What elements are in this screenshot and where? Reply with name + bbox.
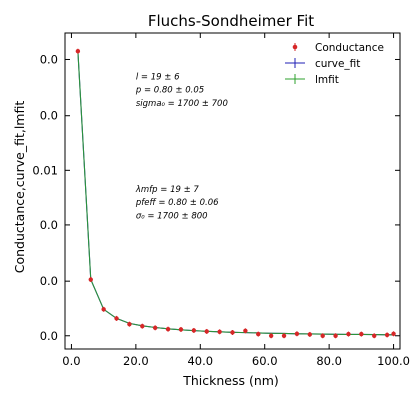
fit-annotation: p = 0.80 ± 0.05 <box>135 86 204 96</box>
annotations: l = 19 ± 6 p = 0.80 ± 0.05 sigma₀ = 1700 ±… <box>135 72 228 221</box>
data-point <box>127 321 132 327</box>
data-point <box>217 329 222 334</box>
x-tick-label: 20.0 <box>123 354 149 368</box>
data-point <box>281 333 287 338</box>
fit-annotation: sigma₀ = 1700 ± 700 <box>136 99 228 109</box>
plot-frame <box>64 32 401 350</box>
fit-annotation: σ₀ = 1700 ± 800 <box>136 211 208 221</box>
fit-annotation: pfeff = 0.80 ± 0.06 <box>135 198 219 208</box>
fit-annotation: λmfp = 19 ± 7 <box>135 185 200 195</box>
x-tick-label: 40.0 <box>187 354 213 368</box>
data-point <box>391 331 396 336</box>
data-point <box>320 333 325 338</box>
series-line-curve-fit <box>77 51 394 336</box>
data-point <box>333 333 338 338</box>
data-point <box>114 316 119 321</box>
data-point <box>75 48 81 54</box>
series-line-lmfit <box>77 51 394 336</box>
data-point <box>191 328 197 333</box>
y-tick-label: 0.0 <box>40 52 58 66</box>
x-tick-label: 80.0 <box>316 354 342 368</box>
x-axis: 0.0 20.0 40.0 60.0 80.0 100.0 <box>62 33 410 368</box>
data-point <box>346 331 351 337</box>
data-point <box>359 331 364 337</box>
x-tick-label: 100.0 <box>377 354 410 368</box>
legend-label: lmfit <box>315 74 339 86</box>
y-tick-label: 0.0 <box>40 218 58 232</box>
data-point <box>204 329 209 334</box>
data-point <box>294 331 300 336</box>
y-tick-label: 0.0 <box>40 274 58 288</box>
data-point <box>178 327 184 332</box>
data-point <box>243 328 248 334</box>
data-point <box>165 326 171 332</box>
legend-label: Conductance <box>315 42 384 54</box>
data-point <box>230 330 235 335</box>
data-point <box>88 277 93 282</box>
legend-label: curve_fit <box>315 58 360 70</box>
data-point <box>256 331 261 337</box>
legend-marker <box>292 44 298 50</box>
data-point <box>140 323 145 329</box>
x-axis-label: Thickness (nm) <box>182 373 279 388</box>
data-point <box>152 325 158 331</box>
data-point <box>372 333 377 338</box>
data-point <box>384 332 390 338</box>
fit-annotation: l = 19 ± 6 <box>136 72 180 82</box>
data-point <box>307 332 313 337</box>
y-axis: 0.0 0.0 0.0 0.01 0.0 0.0 <box>32 52 400 343</box>
x-tick-label: 0.0 <box>62 354 80 368</box>
y-tick-label: 0.0 <box>40 329 58 343</box>
data-point <box>268 333 274 338</box>
chart-title: Fluchs-Sondheimer Fit <box>148 12 314 30</box>
plot-area <box>75 48 396 339</box>
data-point <box>101 307 106 312</box>
x-tick-label: 60.0 <box>252 354 278 368</box>
y-tick-label: 0.0 <box>40 109 58 123</box>
y-axis-label: Conductance,curve_fit,lmfit <box>12 101 27 274</box>
y-tick-label: 0.01 <box>32 163 58 177</box>
